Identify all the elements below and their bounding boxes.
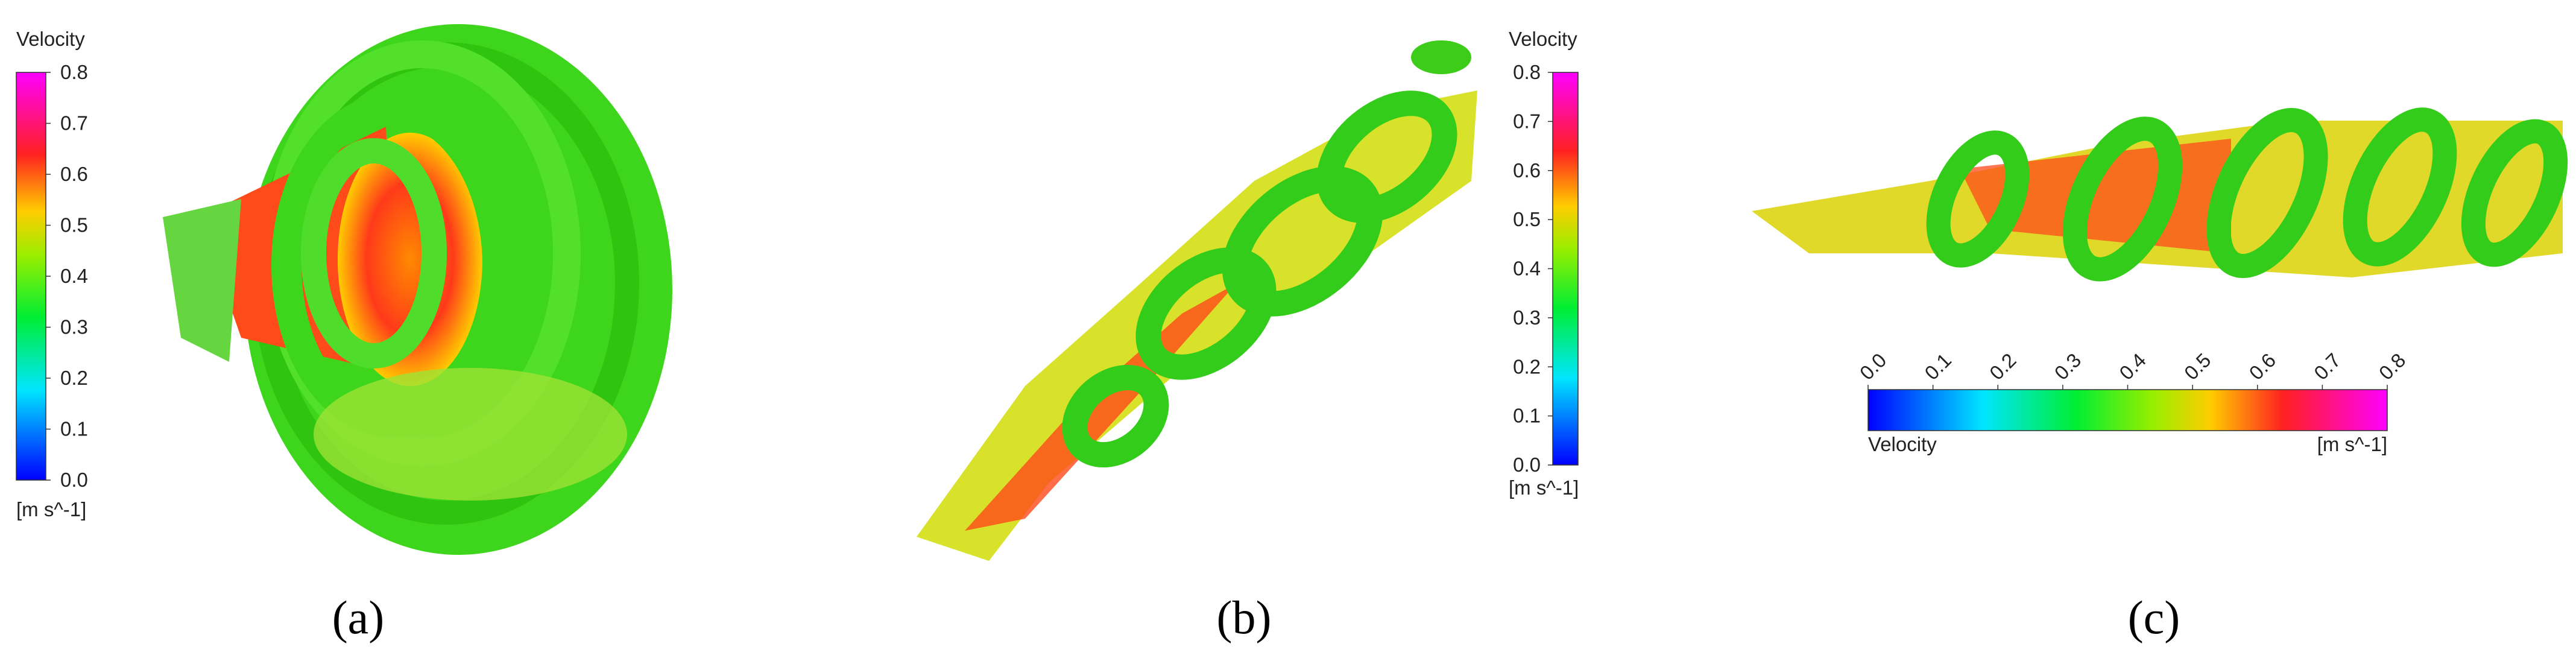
colorbar-tick-label: 0.2 (1513, 355, 1541, 378)
colorbar-tick-label: 0.1 (1513, 405, 1541, 427)
colorbar-tick-label: 0.1 (60, 418, 88, 440)
colorbar-tick-label: 0.3 (60, 316, 88, 338)
colorbar-tick-label: 0.4 (1513, 258, 1541, 280)
colorbar-tick-label: 0.7 (1513, 110, 1541, 132)
panel-label: (b) (1217, 591, 1272, 644)
colorbar (1552, 72, 1579, 466)
colorbar-tick-label: 0.0 (1513, 454, 1541, 476)
colorbar-tick-label: 0.0 (1855, 349, 1891, 384)
colorbar-tick-label: 0.8 (60, 61, 88, 83)
panel-label: (a) (332, 591, 385, 644)
colorbar-tick-label: 0.6 (2245, 349, 2281, 384)
colorbar-tick-label: 0.3 (1513, 306, 1541, 329)
colorbar-unit: [m s^-1] (1509, 476, 1579, 499)
colorbar-unit: [m s^-1] (2317, 433, 2387, 455)
colorbar-tick-label: 0.2 (60, 367, 88, 389)
vortex-render-a (163, 24, 672, 555)
colorbar-tick-label: 0.6 (60, 163, 88, 185)
colorbar-tick-label: 0.8 (2375, 349, 2410, 384)
colorbar-tick-label: 0.8 (1513, 61, 1541, 83)
colorbar-tick-label: 0.5 (2180, 349, 2215, 384)
colorbar-tick-label: 0.5 (60, 214, 88, 236)
colorbar-tick-label: 0.4 (2115, 349, 2150, 384)
colorbar-tick-label: 0.3 (2050, 349, 2086, 384)
colorbar (1867, 389, 2388, 431)
vortex-render-b (917, 40, 1477, 561)
colorbar-title: Velocity (1868, 433, 1937, 455)
colorbar-tick-label: 0.4 (60, 265, 88, 287)
colorbar-title: Velocity (16, 28, 85, 50)
colorbar (16, 72, 46, 481)
colorbar-tick-label: 0.1 (1920, 349, 1956, 384)
colorbar-tick-label: 0.7 (60, 112, 88, 134)
colorbar-title: Velocity (1509, 28, 1577, 50)
panel-label: (c) (2128, 591, 2180, 644)
colorbar-tick-label: 0.5 (1513, 208, 1541, 230)
colorbar-tick-label: 0.6 (1513, 159, 1541, 182)
vortex-render-c (1752, 107, 2568, 282)
colorbar-unit: [m s^-1] (16, 498, 86, 520)
colorbar-tick-label: 0.7 (2309, 349, 2345, 384)
colorbar-tick-label: 0.0 (60, 469, 88, 491)
colorbar-tick-label: 0.2 (1985, 349, 2021, 384)
